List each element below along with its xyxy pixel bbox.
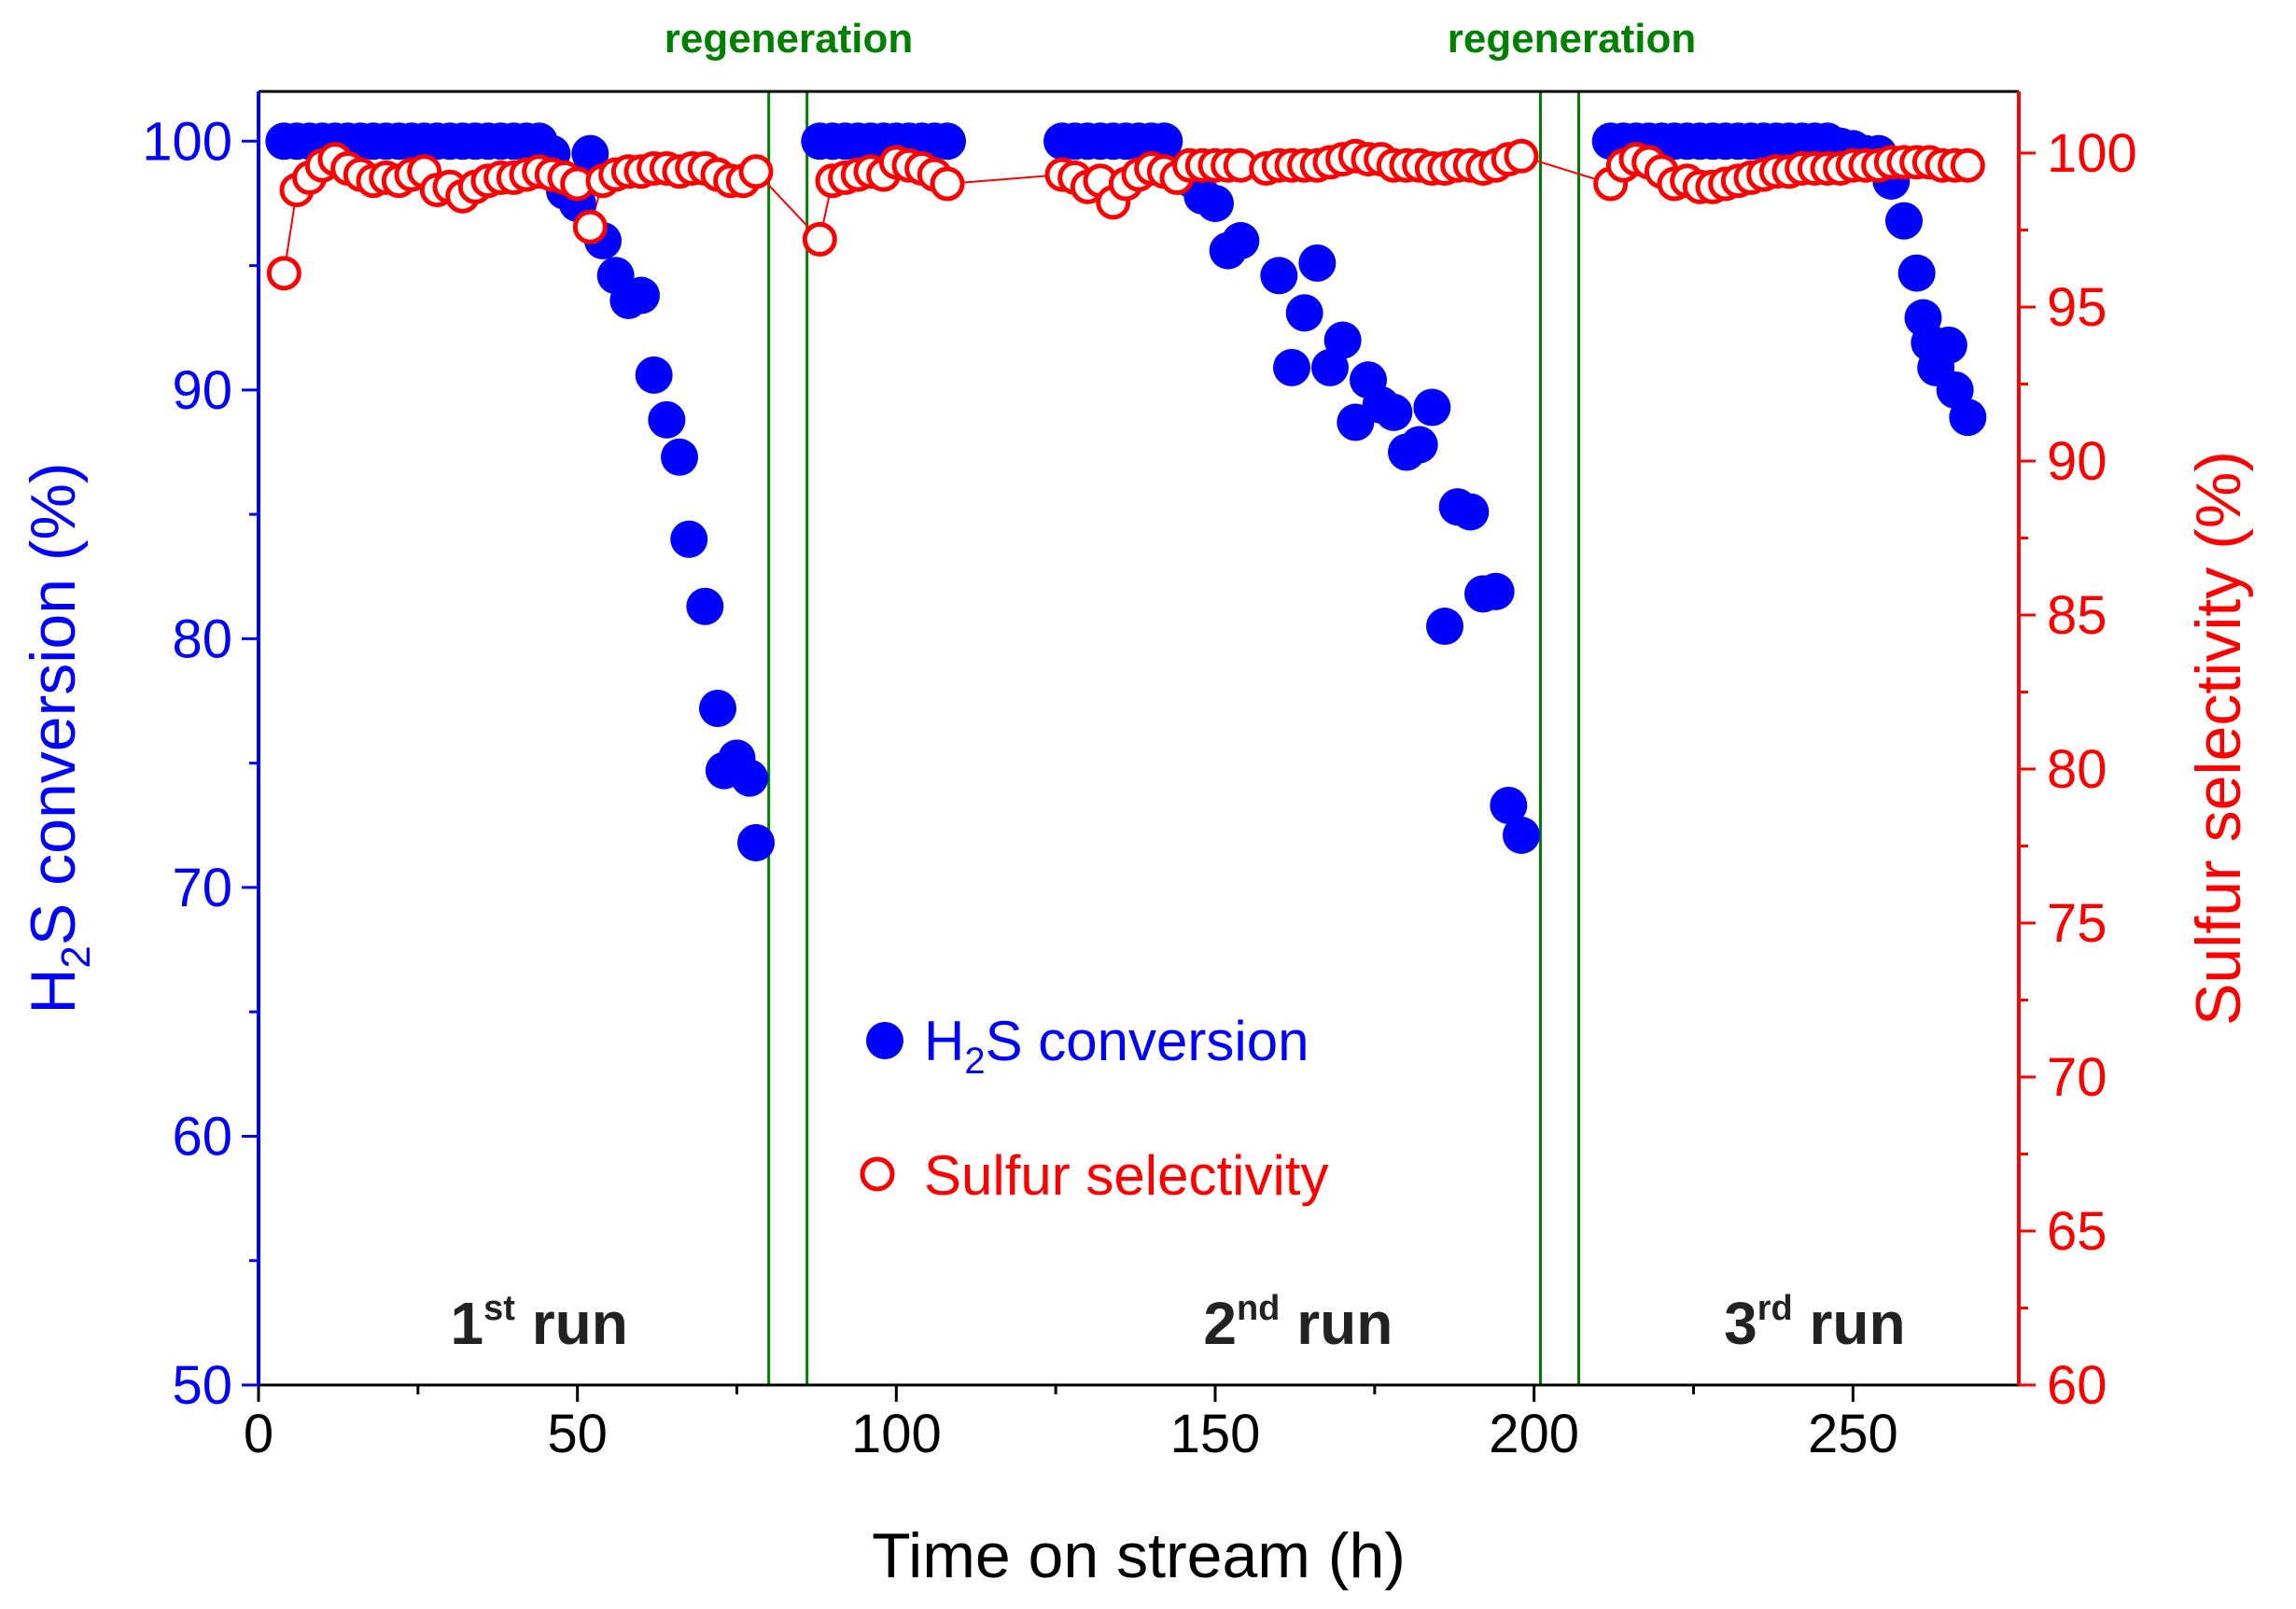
conversion-point [1490,786,1528,824]
conversion-point [1885,202,1923,240]
x-tick-label: 100 [851,1404,942,1464]
selectivity-point [572,209,608,245]
conversion-point [1145,122,1183,161]
y-left-axis-title: H2S conversion (%) [18,462,99,1014]
conversion-point [661,438,698,476]
conversion-point [699,690,736,728]
y-right-tick-label: 100 [2047,123,2137,184]
conversion-point [1298,244,1337,282]
y-right-tick-label: 65 [2047,1201,2107,1262]
conversion-point [737,823,775,861]
conversion-point [1897,254,1936,292]
x-tick-label: 0 [244,1404,273,1464]
x-tick-label: 50 [547,1404,608,1464]
x-tick-label: 250 [1808,1404,1898,1464]
conversion-point [1929,326,1967,364]
conversion-point [1477,572,1515,610]
selectivity-point [1950,147,1985,183]
x-tick-label: 200 [1489,1404,1579,1464]
x-axis-title: Time on stream (h) [872,1520,1406,1591]
conversion-point [1949,399,1987,437]
conversion-point [1375,393,1413,431]
y-left-tick-label: 70 [172,858,232,918]
run-label: 1st run [451,1289,628,1357]
run-label: 3rd run [1724,1289,1905,1357]
y-left-tick-label: 100 [142,111,232,172]
conversion-point [686,587,724,625]
conversion-point [1400,426,1438,464]
legend-conversion-marker [866,1022,903,1059]
legend-conversion-label: H2S conversion [924,1010,1309,1082]
regeneration-label: regeneration [1448,16,1697,62]
conversion-point [731,759,769,797]
selectivity-point [1504,138,1539,174]
y-left-tick-label: 90 [172,360,232,421]
y-right-tick-label: 85 [2047,585,2107,646]
conversion-point [648,400,686,439]
conversion-point [635,356,673,394]
conversion-point [1197,184,1234,222]
y-right-tick-label: 95 [2047,277,2107,338]
conversion-point [571,134,609,173]
y-right-tick-label: 80 [2047,739,2107,800]
x-tick-label: 150 [1170,1404,1261,1464]
selectivity-point [738,154,774,189]
conversion-point [1451,493,1490,531]
y-right-tick-label: 70 [2047,1047,2107,1108]
y-right-tick-label: 75 [2047,893,2107,954]
y-left-tick-label: 50 [172,1355,232,1416]
conversion-point [1503,816,1540,854]
conversion-point [670,520,708,558]
conversion-point [1222,221,1260,259]
conversion-point [1273,348,1310,386]
selectivity-point [802,221,837,257]
selectivity-point [266,256,301,291]
y-right-tick-label: 90 [2047,431,2107,492]
y-left-tick-label: 60 [172,1106,232,1167]
conversion-point [623,276,660,315]
legend-selectivity-label: Sulfur selectivity [924,1144,1328,1207]
conversion-point [1413,388,1451,427]
conversion-point [929,122,966,161]
y-right-tick-label: 60 [2047,1355,2107,1416]
selectivity-point [930,166,965,202]
conversion-point [1260,257,1298,295]
y-right-axis-title: Sulfur selectivity (%) [2183,451,2254,1026]
conversion-point [1323,321,1362,359]
regeneration-label: regeneration [665,16,914,62]
conversion-point [1426,608,1463,646]
run-label: 2nd run [1203,1289,1393,1357]
legend-selectivity-marker [860,1156,895,1192]
y-left-tick-label: 80 [172,609,232,669]
conversion-point [1285,294,1323,332]
